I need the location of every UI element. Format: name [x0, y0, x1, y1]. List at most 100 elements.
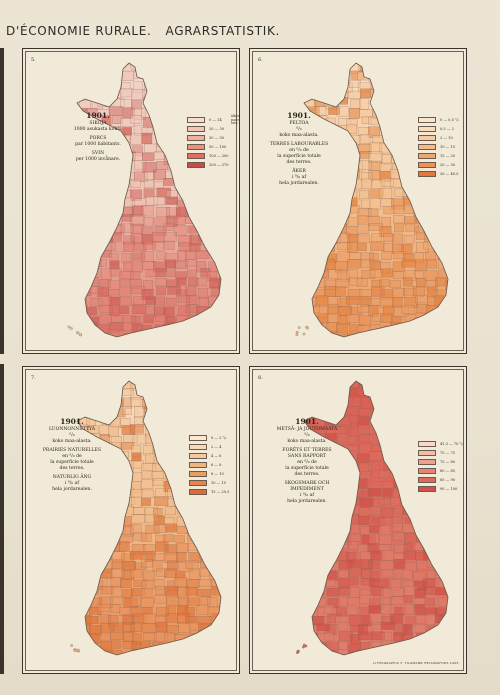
district-cell	[156, 568, 167, 577]
legend-label: 90 — 100	[440, 486, 458, 491]
district-cell	[372, 97, 385, 108]
district-cell	[315, 381, 327, 392]
panel-number: 7.	[31, 375, 36, 381]
legend-row: 0,5 — 2	[418, 124, 459, 133]
caption-line: la superficie totale	[285, 466, 329, 471]
district-cell	[367, 488, 382, 497]
district-cell	[450, 245, 460, 255]
district-cell	[211, 170, 221, 180]
district-cell	[445, 570, 448, 579]
district-cell	[100, 649, 113, 655]
legend-row: 2 — 10	[418, 133, 459, 142]
district-cell	[112, 162, 124, 172]
district-cell	[449, 589, 459, 597]
legend-swatch	[418, 476, 436, 483]
district-cell	[163, 418, 176, 427]
district-cell	[361, 198, 371, 209]
district-cell	[370, 340, 382, 348]
district-cell	[200, 533, 210, 543]
district-cell	[304, 523, 314, 533]
district-cell	[438, 633, 448, 645]
district-cell	[337, 251, 350, 262]
district-cell	[165, 141, 177, 151]
district-cell	[381, 154, 392, 164]
district-cell	[155, 97, 168, 106]
district-cell	[402, 481, 416, 492]
district-cell	[221, 598, 231, 607]
district-cell	[348, 569, 362, 577]
district-cell	[391, 390, 403, 402]
district-cell	[130, 115, 142, 124]
district-cell	[156, 390, 169, 399]
legend-swatch	[418, 170, 436, 177]
district-cell	[435, 570, 448, 579]
district-cell	[383, 206, 395, 215]
page-mark: ·	[5, 655, 6, 659]
district-cell	[394, 558, 406, 569]
district-cell	[174, 577, 188, 588]
district-cell	[402, 390, 416, 399]
district-cell	[445, 331, 448, 337]
district-cell	[210, 651, 221, 655]
district-cell	[111, 478, 126, 486]
district-cell	[222, 515, 236, 524]
district-cell	[223, 399, 235, 408]
district-cell	[218, 322, 221, 333]
district-cell	[424, 343, 433, 351]
district-cell	[77, 81, 91, 92]
district-cell	[414, 604, 425, 615]
district-cell	[144, 63, 155, 75]
district-cell	[187, 225, 197, 234]
district-cell	[178, 443, 189, 452]
district-cell	[217, 179, 221, 190]
district-cell	[315, 71, 331, 82]
district-cell	[165, 381, 177, 390]
district-cell	[437, 81, 448, 90]
district-cell	[218, 79, 221, 87]
district-cell	[382, 488, 393, 499]
district-cell	[200, 207, 213, 217]
district-cell	[163, 534, 174, 542]
district-cell	[132, 434, 147, 445]
district-cell	[142, 261, 156, 270]
district-cell	[437, 259, 448, 270]
district-cell	[210, 223, 221, 232]
district-cell	[186, 333, 200, 337]
district-cell	[379, 416, 391, 426]
legend-unit: äiken porcs svin	[231, 114, 240, 126]
district-cell	[166, 269, 176, 278]
district-cell	[196, 605, 210, 615]
district-cell	[79, 268, 93, 278]
legend-swatch	[418, 485, 436, 492]
legend-label: 15 — 20,5	[211, 489, 230, 494]
legend-swatch	[189, 443, 207, 450]
district-cell	[219, 91, 221, 102]
district-cell	[78, 552, 92, 562]
district-cell	[401, 73, 416, 84]
district-cell	[405, 435, 415, 444]
district-cell	[313, 515, 327, 524]
district-cell	[427, 180, 439, 189]
district-cell	[167, 388, 180, 398]
district-cell	[325, 187, 337, 195]
district-cell	[177, 72, 192, 81]
district-cell	[447, 398, 448, 407]
district-cell	[86, 543, 98, 553]
district-cell	[155, 434, 169, 444]
district-cell	[209, 205, 219, 215]
district-cell	[198, 579, 212, 587]
caption-year: 1901.	[287, 111, 311, 120]
district-cell	[449, 632, 459, 641]
district-cell	[131, 460, 144, 469]
district-cell	[345, 605, 358, 616]
district-cell	[144, 551, 155, 562]
district-cell	[112, 214, 123, 226]
district-cell	[189, 344, 200, 351]
district-cell	[97, 343, 110, 351]
district-cell	[425, 534, 438, 543]
district-cell	[209, 506, 220, 516]
district-cell	[109, 322, 123, 332]
district-cell	[220, 207, 221, 218]
district-cell	[436, 306, 448, 316]
district-cell	[197, 216, 209, 225]
